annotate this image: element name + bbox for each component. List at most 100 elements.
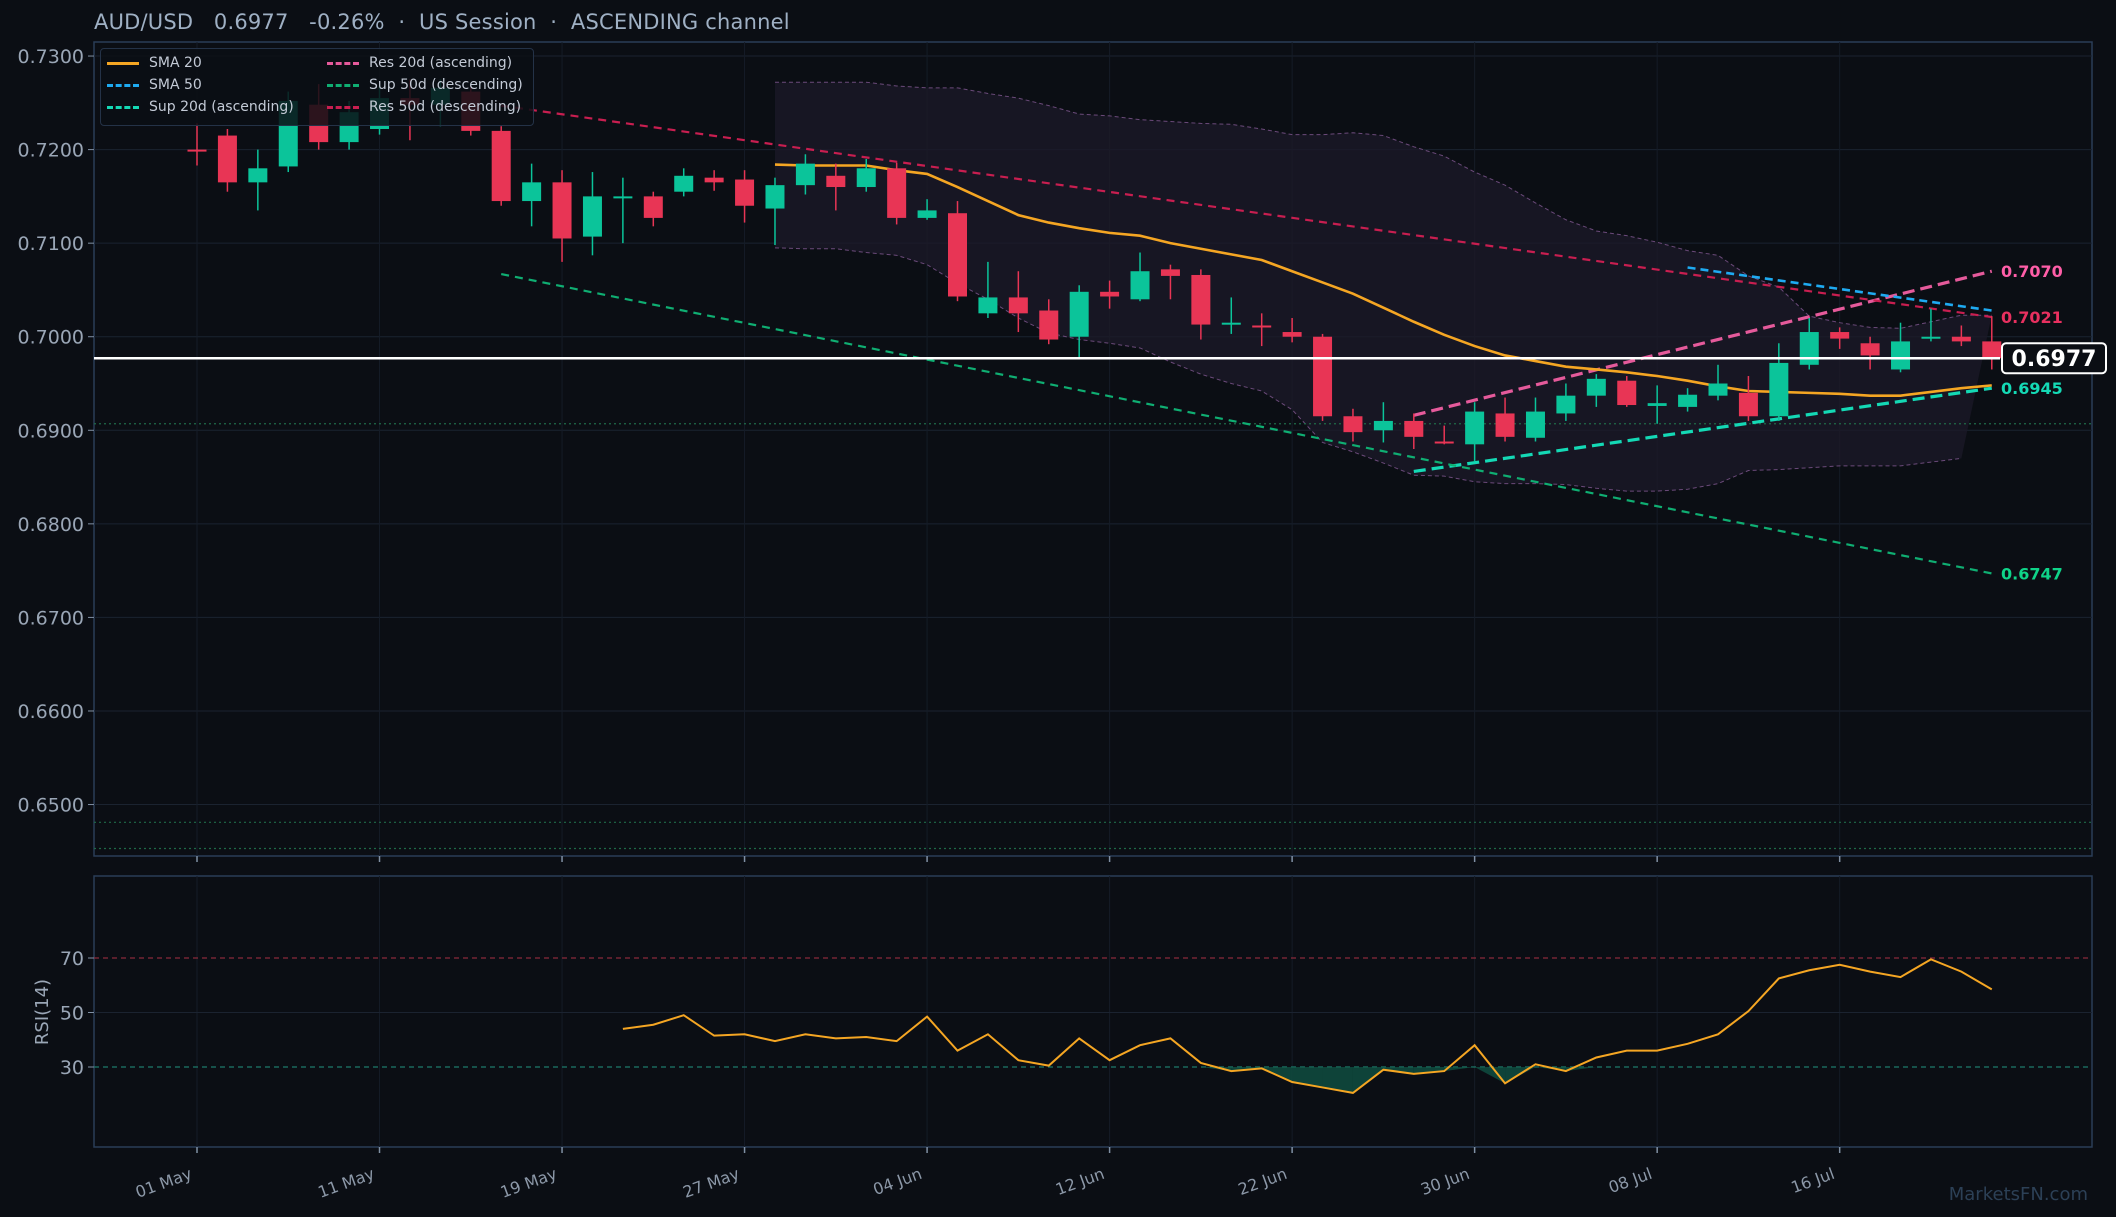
rsi-oversold-fill [1413, 1067, 1445, 1074]
candle-down [1313, 336, 1333, 417]
candle-up [1678, 394, 1698, 407]
trend-line [1413, 386, 1993, 474]
legend-swatch-dashed [107, 106, 139, 109]
candle-down [887, 168, 907, 218]
rsi-oversold-fill [1292, 1067, 1323, 1088]
candle-up [978, 297, 998, 314]
sma20-line [774, 163, 1992, 397]
candle-up [856, 168, 876, 188]
x-tick-label: 04 Jun [871, 1164, 925, 1199]
legend-label: Res 20d (ascending) [369, 55, 513, 71]
candle-down [552, 182, 572, 239]
candle-down [948, 213, 967, 297]
legend-swatch-dashed [327, 106, 359, 109]
candle-down [1160, 269, 1180, 276]
candle-up [1130, 271, 1150, 300]
legend-swatch-dashed [327, 62, 359, 65]
rsi-axis-label: RSI(14) [32, 979, 53, 1045]
legend-label: Res 50d (descending) [369, 99, 522, 115]
legend-label: Sup 20d (ascending) [149, 99, 294, 115]
y-tick-label: 0.7200 [18, 140, 84, 162]
rsi-oversold-fill [1444, 1067, 1475, 1072]
candle-down [491, 130, 511, 202]
legend-item-res20: Res 20d (ascending) [321, 53, 531, 73]
candle-down [826, 175, 846, 188]
legend-item-res50: Res 50d (descending) [321, 97, 531, 117]
legend-item-sma50: SMA 50 [101, 75, 311, 95]
candle-down [735, 179, 755, 206]
candle-down [1252, 325, 1272, 328]
candle-down [1434, 441, 1454, 444]
y-tick-label: 0.6500 [18, 795, 84, 817]
candle-down [1343, 416, 1363, 433]
candle-up [582, 196, 602, 237]
candle-up [917, 210, 937, 218]
x-tick-label: 22 Jun [1236, 1164, 1290, 1199]
rsi-line [622, 958, 1993, 1094]
x-tick-label: 27 May [680, 1164, 741, 1202]
x-tick-label: 12 Jun [1053, 1164, 1107, 1199]
y-tick-label: 0.6700 [18, 607, 84, 629]
candle-up [1069, 291, 1089, 337]
x-tick-label: 01 May [133, 1164, 194, 1202]
chart-legend: SMA 20 SMA 50 Sup 20d (ascending) Res 20… [100, 48, 534, 126]
candle-up [1921, 336, 1941, 339]
legend-swatch-dashed [327, 84, 359, 87]
y-tick-label: 0.6600 [18, 701, 84, 723]
rsi-y-tick-label: 70 [60, 948, 84, 970]
candle-up [613, 196, 633, 199]
candle-down [1008, 297, 1028, 314]
candle-down [1282, 332, 1302, 337]
candle-up [674, 175, 694, 192]
candle-up [1708, 383, 1728, 396]
candle-up [765, 185, 785, 209]
rsi-oversold-fill [1474, 1067, 1506, 1084]
candle-down [1982, 341, 2002, 359]
y-tick-label: 0.6900 [18, 420, 84, 442]
x-tick-label: 19 May [498, 1164, 559, 1202]
candle-down [187, 149, 207, 152]
y-tick-label: 0.7300 [18, 46, 84, 68]
candle-up [1465, 411, 1485, 445]
candle-up [1221, 322, 1241, 325]
band-upper-line [774, 81, 1992, 329]
candle-down [1100, 291, 1120, 297]
candle-down [704, 177, 724, 183]
level-value-label: 0.6945 [2001, 379, 2063, 398]
rsi-oversold-fill [1535, 1067, 1566, 1072]
candle-up [795, 163, 815, 186]
level-value-label: 0.6747 [2001, 564, 2063, 583]
candle-down [1617, 380, 1637, 406]
candle-up [1647, 403, 1667, 406]
candle-up [248, 168, 268, 183]
candle-down [1830, 332, 1850, 339]
rsi-panel [93, 875, 2093, 1148]
legend-item-sup20: Sup 20d (ascending) [101, 97, 311, 117]
candle-down [1404, 420, 1424, 437]
candle-up [1586, 378, 1606, 396]
rsi-y-tick-label: 30 [60, 1057, 84, 1079]
y-tick-label: 0.7100 [18, 233, 84, 255]
x-tick-label: 30 Jun [1418, 1164, 1472, 1199]
candle-down [1191, 274, 1211, 325]
candle-up [1769, 362, 1789, 417]
price-tag-label: 0.6977 [2012, 347, 2097, 372]
candle-down [217, 135, 237, 183]
legend-item-sup50: Sup 50d (descending) [321, 75, 531, 95]
candle-down [1860, 343, 1880, 356]
band-lower-line [774, 247, 1962, 492]
legend-swatch-dashed [107, 84, 139, 87]
candle-up [1799, 332, 1819, 365]
candle-down [1951, 336, 1971, 342]
x-tick-label: 16 Jul [1788, 1164, 1837, 1197]
trend-line [1413, 269, 1993, 417]
legend-item-sma20: SMA 20 [101, 53, 311, 73]
trend-line [500, 272, 1992, 575]
candle-down [643, 196, 663, 218]
rsi-y-tick-label: 50 [60, 1003, 84, 1025]
x-tick-label: 08 Jul [1606, 1164, 1655, 1197]
candle-up [1525, 411, 1545, 438]
legend-label: SMA 50 [149, 77, 202, 93]
watermark: MarketsFN.com [1948, 1184, 2088, 1205]
